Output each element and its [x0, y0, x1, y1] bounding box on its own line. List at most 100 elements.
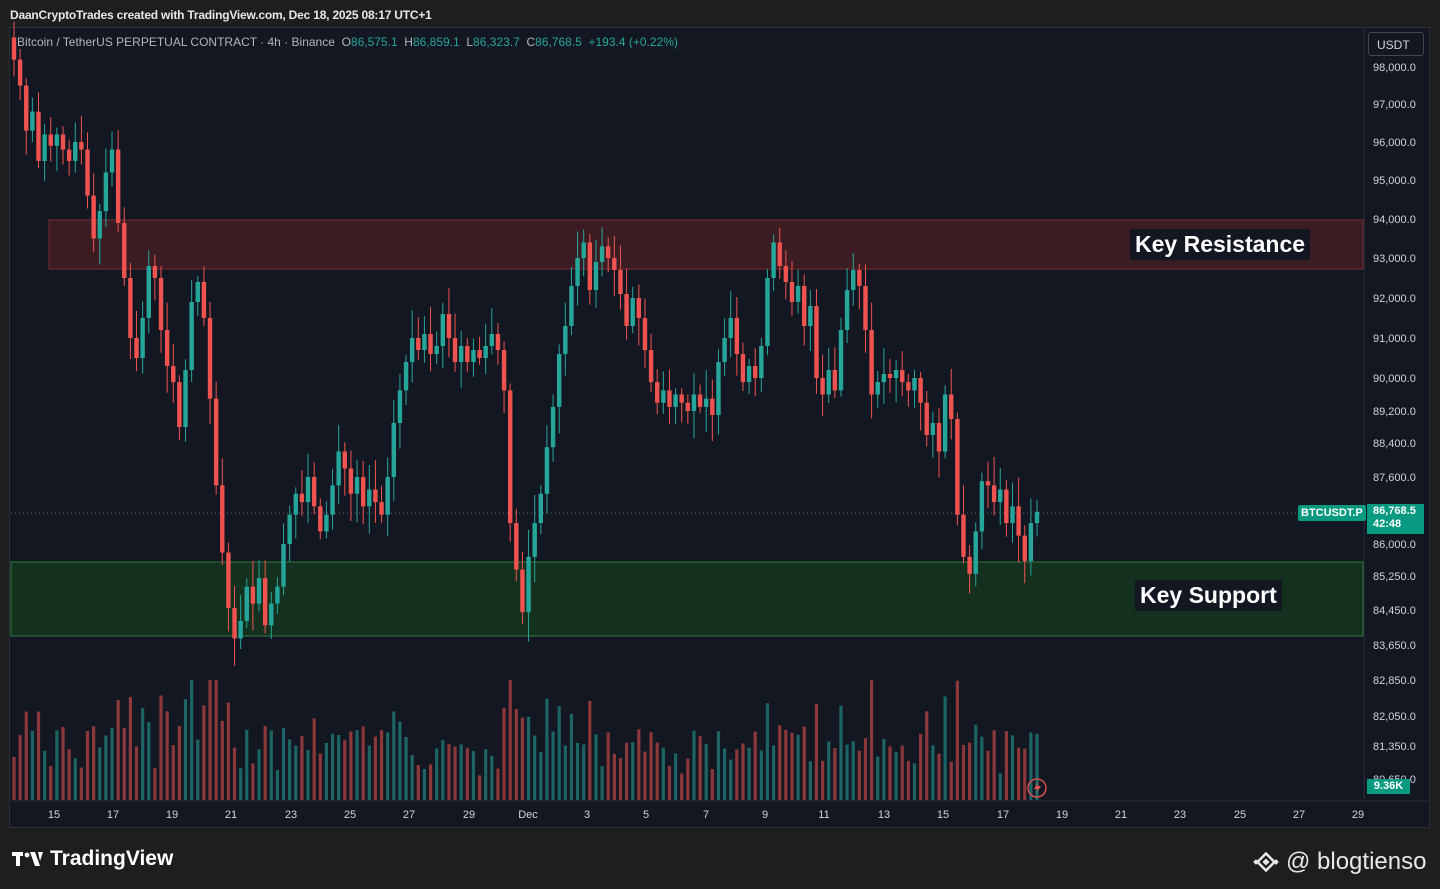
volume-bar — [128, 696, 132, 800]
volume-bar — [667, 765, 672, 800]
candle-body — [673, 394, 678, 407]
lightning-icon[interactable] — [1027, 778, 1047, 798]
symbol-price-tag: BTCUSDT.P — [1298, 505, 1366, 521]
time-tick-label: 21 — [225, 809, 237, 821]
candle-body — [710, 398, 715, 415]
price-tick-label: 87,600.0 — [1373, 472, 1416, 484]
volume-bar — [251, 763, 255, 800]
volume-bar — [673, 753, 678, 800]
time-tick-label: 19 — [1056, 809, 1068, 821]
candle-body — [164, 330, 170, 366]
volume-bar — [698, 736, 702, 800]
price-tick-label: 83,650.0 — [1373, 640, 1416, 652]
candle-body — [967, 556, 972, 574]
volume-bar — [735, 749, 739, 800]
candle-body — [373, 489, 378, 503]
volume-bar — [85, 731, 90, 800]
time-tick-label: 25 — [1234, 809, 1246, 821]
volume-bar — [318, 753, 322, 800]
volume-bar — [392, 711, 396, 800]
volume-bar — [190, 680, 194, 800]
time-tick-label: 3 — [584, 809, 590, 821]
candle-body — [60, 134, 66, 150]
volume-bar — [575, 742, 580, 800]
price-tick-label: 82,850.0 — [1373, 675, 1416, 687]
volume-bar — [269, 730, 273, 800]
time-tick-label: 13 — [878, 809, 890, 821]
candle-body — [416, 338, 421, 350]
volume-bar — [765, 703, 770, 800]
volume-bar — [116, 699, 120, 800]
volume-bar — [49, 766, 53, 800]
price-tick-label: 90,000.0 — [1373, 373, 1416, 385]
candle-body — [648, 350, 654, 383]
candle-body — [599, 246, 605, 262]
candle-body — [918, 378, 923, 403]
candle-body — [685, 402, 691, 411]
candle-body — [97, 211, 102, 239]
volume-bar — [949, 761, 953, 800]
candle-body — [949, 394, 954, 419]
volume-bar — [612, 753, 616, 800]
candle-body — [661, 390, 666, 403]
volume-bar — [722, 748, 727, 800]
volume-bar — [447, 744, 451, 800]
candle-body — [226, 552, 231, 608]
legend-close: 86,768.5 — [535, 35, 582, 49]
currency-unit-button[interactable]: USDT — [1368, 32, 1424, 56]
volume-bar — [324, 742, 329, 800]
volume-bar — [655, 742, 659, 800]
volume-bar — [245, 729, 249, 800]
volume-bar — [851, 741, 855, 800]
volume-bar — [569, 714, 574, 800]
candle-body — [667, 390, 672, 407]
chart-frame[interactable] — [9, 27, 1430, 828]
candle-body — [403, 362, 409, 391]
candle-body — [979, 481, 985, 532]
legend-open: 86,575.1 — [350, 35, 398, 49]
candle-body — [207, 318, 213, 399]
diamond-logo-icon — [1253, 851, 1279, 873]
volume-bar — [275, 769, 280, 800]
candle-body — [250, 586, 256, 604]
volume-bar — [61, 726, 65, 800]
volume-bar — [741, 743, 745, 800]
time-tick-label: 11 — [818, 809, 829, 821]
volume-bar — [845, 744, 849, 800]
price-tick-label: 94,000.0 — [1373, 214, 1416, 226]
volume-bar — [177, 725, 181, 800]
volume-bar — [1004, 731, 1008, 800]
price-tick-label: 98,000.0 — [1373, 62, 1416, 74]
candle-body — [354, 477, 360, 494]
tradingview-logo[interactable]: TradingView — [12, 847, 173, 871]
volume-bar — [974, 724, 978, 800]
candle-body — [238, 620, 243, 639]
volume-bar — [624, 742, 629, 800]
candle-body — [501, 350, 507, 391]
time-tick-label: 5 — [643, 809, 649, 821]
candle-body — [342, 451, 347, 469]
volume-bar — [937, 753, 941, 800]
candle-body — [269, 603, 274, 626]
candle-body — [630, 298, 635, 326]
price-tick-label: 95,000.0 — [1373, 175, 1416, 187]
volume-bar — [1035, 733, 1039, 800]
volume-bar — [355, 730, 359, 800]
candle-body — [838, 330, 844, 391]
volume-bar — [618, 758, 623, 800]
bar-countdown: 42:48 — [1373, 518, 1402, 530]
candle-body — [544, 447, 550, 494]
candle-body — [465, 346, 470, 362]
legend-symbol: Bitcoin / TetherUS PERPETUAL CONTRACT · … — [17, 35, 335, 49]
legend-open-label: O — [341, 35, 351, 49]
volume-bar — [557, 706, 561, 800]
volume-bar — [606, 732, 610, 800]
volume-bar — [588, 700, 592, 800]
candle-body — [11, 37, 17, 60]
volume-bar — [226, 702, 231, 800]
volume-bar — [729, 759, 733, 800]
candle-body — [881, 374, 887, 383]
candle-body — [936, 423, 942, 452]
volume-bar — [833, 748, 837, 800]
